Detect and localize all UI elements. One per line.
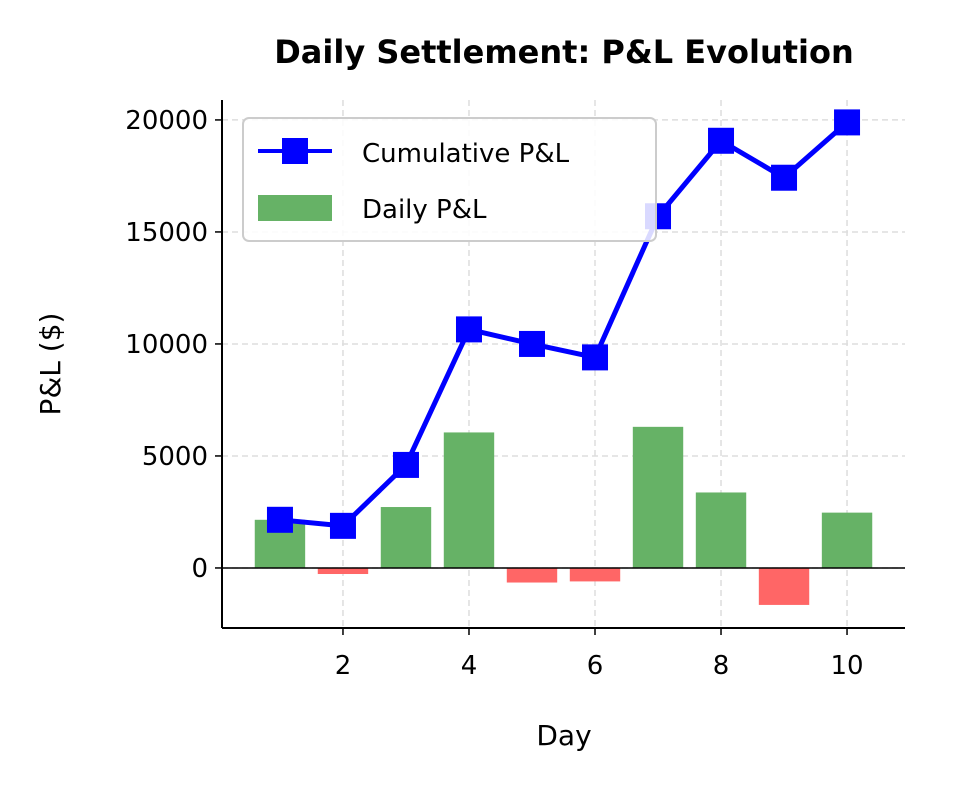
daily-bar — [695, 492, 747, 568]
daily-bar — [506, 567, 558, 583]
daily-bar — [443, 432, 495, 568]
daily-bar — [632, 426, 684, 568]
cumulative-marker — [266, 506, 293, 533]
legend-label-cumulative: Cumulative P&L — [362, 139, 570, 169]
y-tick-label: 0 — [191, 554, 208, 584]
x-tick-label: 8 — [713, 651, 730, 681]
x-tick-label: 4 — [461, 651, 478, 681]
daily-bar — [380, 507, 432, 568]
y-tick-label: 10000 — [125, 330, 208, 360]
x-tick-label: 6 — [587, 651, 604, 681]
legend: Cumulative P&L Daily P&L — [242, 117, 657, 242]
cumulative-marker — [518, 330, 545, 357]
cumulative-marker — [834, 109, 861, 136]
ticks: 2 4 6 8 10 0 5000 10000 15000 20000 — [125, 106, 863, 681]
cumulative-marker — [329, 512, 356, 539]
daily-bar — [317, 567, 369, 575]
x-axis-label: Day — [536, 719, 591, 752]
y-tick-label: 15000 — [125, 218, 208, 248]
x-tick-label: 2 — [335, 651, 352, 681]
bars — [254, 426, 873, 605]
legend-bar-swatch — [258, 195, 332, 221]
legend-box — [242, 117, 657, 242]
legend-marker-swatch — [282, 138, 308, 164]
y-tick-label: 20000 — [125, 106, 208, 136]
y-axis-label: P&L ($) — [34, 313, 67, 416]
daily-bar — [758, 567, 810, 605]
cumulative-line-path — [279, 120, 849, 529]
cumulative-marker — [708, 127, 735, 154]
chart-title: Daily Settlement: P&L Evolution — [274, 33, 854, 71]
cumulative-marker — [582, 344, 609, 371]
cumulative-marker — [455, 316, 482, 343]
x-tick-label: 10 — [830, 651, 863, 681]
cumulative-marker — [771, 164, 798, 191]
y-tick-label: 5000 — [142, 442, 208, 472]
daily-bar — [821, 512, 873, 568]
legend-label-daily: Daily P&L — [362, 195, 487, 225]
cumulative-line — [266, 109, 861, 539]
cumulative-marker — [392, 451, 419, 478]
daily-bar — [569, 567, 621, 582]
